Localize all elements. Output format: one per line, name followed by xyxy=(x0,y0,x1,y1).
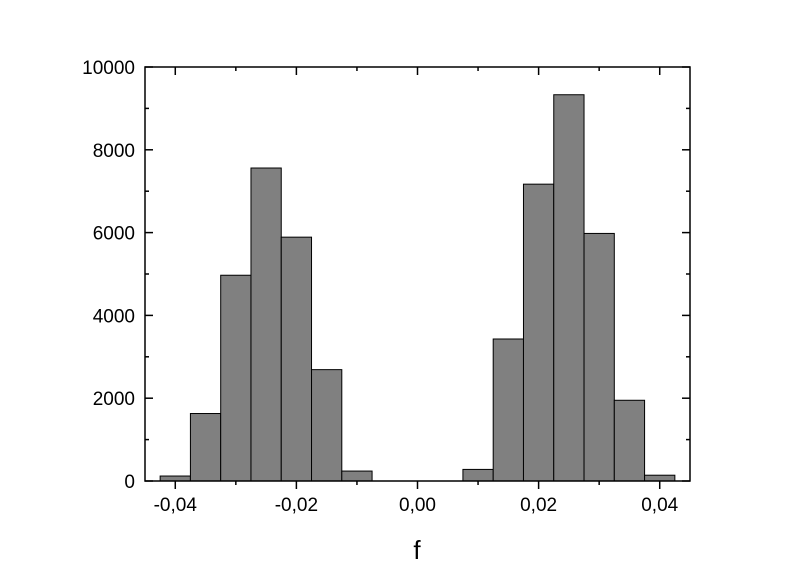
x-tick-label: 0,04 xyxy=(641,495,678,516)
histogram-bar xyxy=(220,274,252,482)
y-tick-label: 0 xyxy=(124,472,135,493)
tick-labels-group: 0 2000 4000 6000 8000 10000 -0,04 -0,02 0,00 0,02… xyxy=(82,58,678,516)
histogram-bar xyxy=(553,94,585,482)
histogram-bar xyxy=(522,183,555,482)
histogram-bar xyxy=(189,413,222,482)
y-tick-label: 8000 xyxy=(93,141,135,162)
histogram-bar xyxy=(311,369,343,482)
bars-group xyxy=(159,94,676,482)
x-tick-label: 0,02 xyxy=(520,495,557,516)
histogram-bar xyxy=(492,338,524,482)
histogram-bar xyxy=(613,399,646,482)
histogram-bar xyxy=(644,474,676,482)
y-tick-label: 10000 xyxy=(82,58,135,79)
x-tick-label: -0,04 xyxy=(154,495,198,516)
x-axis-title: f xyxy=(413,535,421,565)
histogram-bar xyxy=(462,468,494,482)
x-tick-label: 0,00 xyxy=(399,495,436,516)
y-tick-label: 6000 xyxy=(93,224,135,245)
x-tick-label: -0,02 xyxy=(275,495,318,516)
histogram-bar xyxy=(583,232,615,482)
histogram-bar xyxy=(250,167,282,482)
histogram-bar xyxy=(341,470,373,482)
y-tick-label: 4000 xyxy=(93,306,135,327)
y-tick-label: 2000 xyxy=(93,389,135,410)
ticks-group xyxy=(145,66,690,489)
histogram-bar xyxy=(280,236,313,482)
